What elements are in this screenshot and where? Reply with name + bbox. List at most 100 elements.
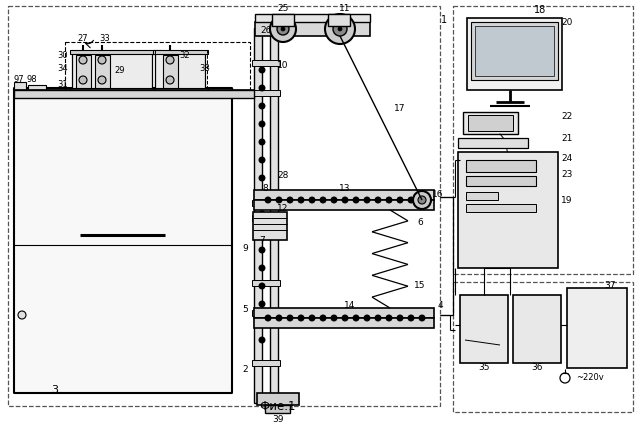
Bar [163, 55, 178, 89]
Text: 19: 19 [561, 195, 573, 204]
Text: 5: 5 [243, 305, 248, 314]
Circle shape [386, 315, 392, 321]
Circle shape [277, 23, 289, 35]
Circle shape [331, 315, 337, 321]
Bar [95, 55, 110, 89]
Bar [252, 310, 280, 316]
Text: 18: 18 [534, 5, 546, 15]
Text: 30: 30 [58, 50, 68, 60]
Text: 21: 21 [561, 134, 573, 143]
Bar [153, 50, 208, 54]
Bar [513, 295, 561, 363]
Text: 24: 24 [561, 154, 573, 162]
Circle shape [166, 76, 174, 84]
Text: 25: 25 [277, 3, 289, 13]
Circle shape [259, 103, 265, 109]
Bar [252, 90, 280, 96]
Bar [70, 50, 160, 54]
Bar [458, 152, 558, 268]
Circle shape [259, 139, 265, 145]
Circle shape [309, 315, 315, 321]
Circle shape [281, 27, 285, 31]
Circle shape [259, 247, 265, 253]
Text: 27: 27 [77, 33, 88, 42]
Circle shape [375, 197, 381, 203]
Text: 2: 2 [243, 365, 248, 374]
Circle shape [408, 197, 414, 203]
Bar [155, 52, 205, 92]
Circle shape [337, 19, 343, 25]
Bar [72, 52, 152, 92]
Text: 13: 13 [339, 184, 351, 192]
Bar [254, 190, 434, 200]
Bar [252, 215, 280, 221]
Circle shape [259, 67, 265, 73]
Circle shape [325, 14, 355, 44]
Circle shape [397, 315, 403, 321]
Text: 37: 37 [604, 280, 616, 289]
Bar [272, 14, 294, 26]
Bar [14, 82, 26, 96]
Circle shape [98, 76, 106, 84]
Bar [252, 280, 280, 286]
Bar [8, 6, 440, 406]
Circle shape [364, 315, 370, 321]
Circle shape [259, 211, 265, 217]
Bar [155, 50, 207, 95]
Text: 39: 39 [272, 415, 284, 423]
Circle shape [259, 121, 265, 127]
Text: 16: 16 [432, 190, 444, 198]
Text: 98: 98 [27, 74, 37, 83]
Text: 7: 7 [259, 236, 265, 244]
Bar [252, 200, 280, 206]
Text: 17: 17 [394, 104, 406, 113]
Bar [253, 212, 287, 240]
Text: 23: 23 [561, 170, 573, 179]
Circle shape [265, 197, 271, 203]
Bar [453, 6, 633, 274]
Circle shape [280, 19, 286, 25]
Circle shape [265, 315, 271, 321]
Circle shape [287, 315, 293, 321]
Circle shape [353, 315, 359, 321]
Circle shape [298, 197, 304, 203]
Circle shape [259, 283, 265, 289]
Circle shape [364, 197, 370, 203]
Circle shape [309, 197, 315, 203]
Circle shape [320, 315, 326, 321]
Bar [475, 26, 554, 76]
Circle shape [413, 191, 431, 209]
Bar [466, 160, 536, 172]
Text: 20: 20 [561, 17, 573, 27]
Bar [468, 115, 513, 131]
Bar [453, 282, 633, 412]
Circle shape [18, 311, 26, 319]
Bar [463, 112, 518, 134]
Text: 28: 28 [277, 170, 289, 179]
Circle shape [259, 85, 265, 91]
Bar [254, 28, 262, 403]
Text: 14: 14 [344, 302, 356, 310]
Bar [65, 42, 250, 94]
Text: 8: 8 [262, 184, 268, 192]
Circle shape [79, 76, 87, 84]
Text: 1: 1 [441, 15, 447, 25]
Bar [458, 138, 528, 148]
Bar [328, 14, 350, 26]
Bar [466, 192, 498, 200]
Circle shape [276, 315, 282, 321]
Bar [254, 318, 434, 328]
Bar [153, 88, 208, 93]
Circle shape [259, 337, 265, 343]
Text: 31: 31 [58, 80, 68, 88]
Circle shape [418, 196, 426, 204]
Circle shape [259, 175, 265, 181]
Text: 29: 29 [115, 66, 125, 74]
Text: 9: 9 [243, 244, 248, 253]
Text: 11: 11 [339, 3, 351, 13]
Bar [14, 90, 254, 98]
Bar [14, 88, 232, 93]
Text: 26: 26 [260, 25, 272, 35]
Circle shape [353, 197, 359, 203]
Text: 33: 33 [100, 33, 110, 42]
